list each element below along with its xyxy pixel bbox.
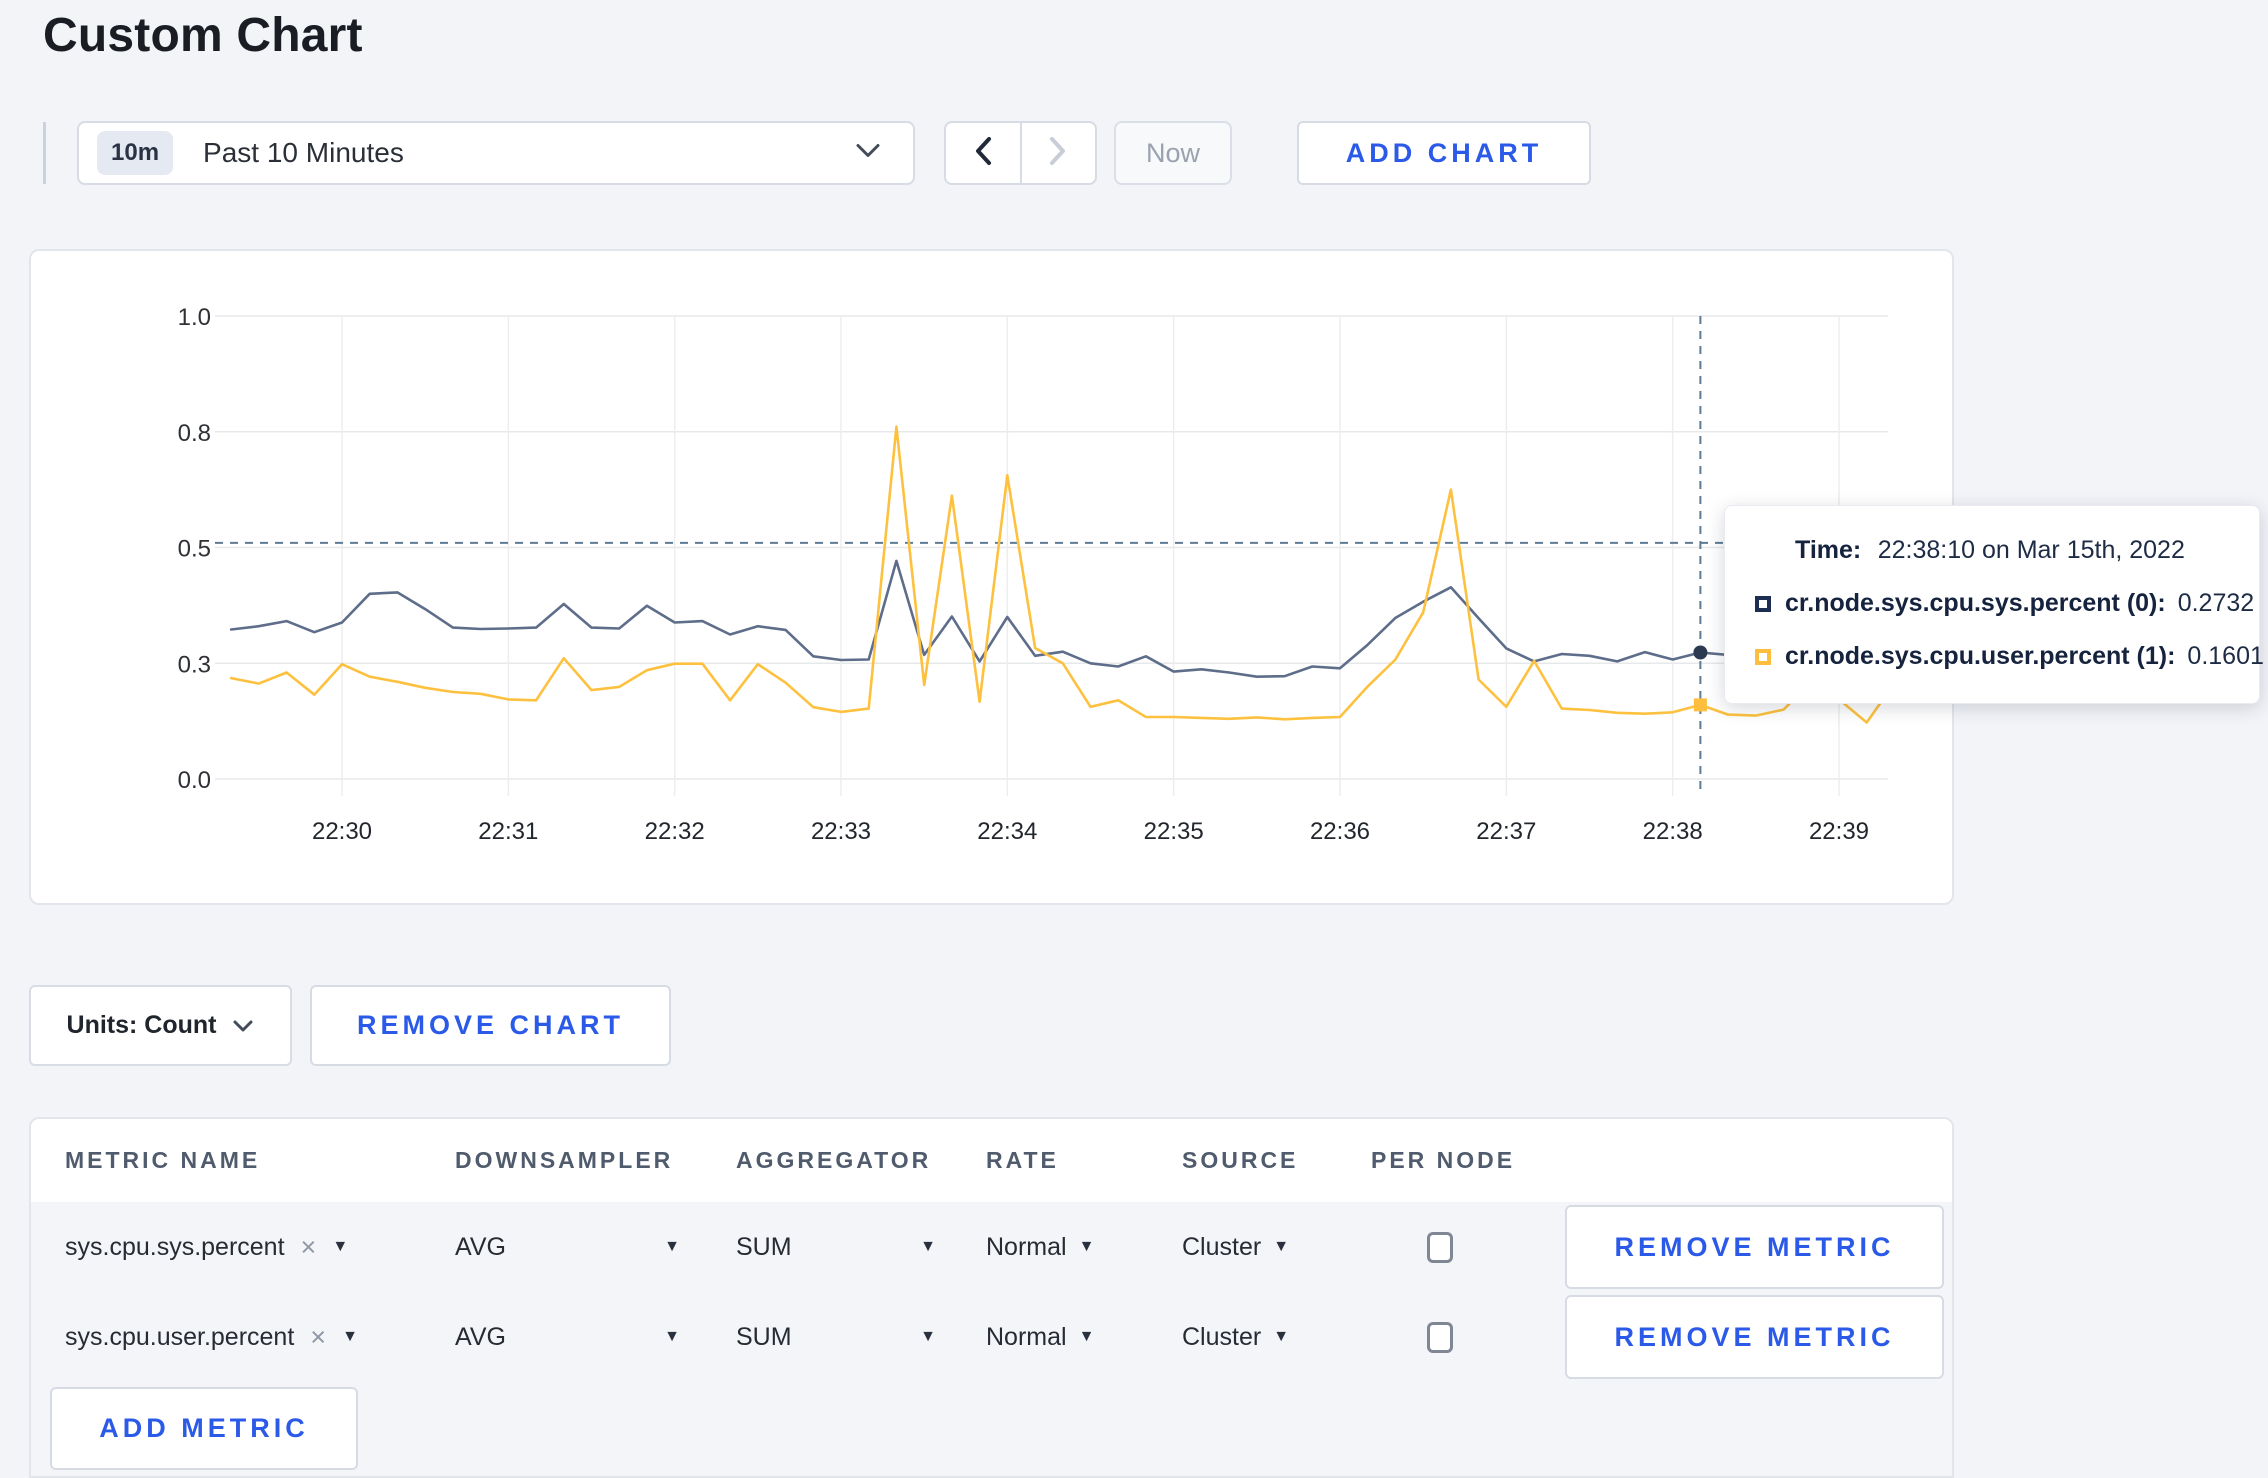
- tooltip-series-row: cr.node.sys.cpu.user.percent (1): 0.1601: [1755, 642, 2264, 671]
- time-range-label: Past 10 Minutes: [203, 137, 404, 168]
- x-tick-label: 22:32: [645, 818, 705, 845]
- tooltip-series-row: cr.node.sys.cpu.sys.percent (0): 0.2732: [1755, 589, 2254, 618]
- sys-series-swatch-icon: [1755, 595, 1771, 612]
- page-title: Custom Chart: [43, 9, 363, 62]
- metric-row-sys: sys.cpu.sys.percent × ▼ AVG ▼ SUM ▼ Norm…: [31, 1202, 1952, 1292]
- caret-down-icon: ▼: [1078, 1328, 1095, 1345]
- caret-down-icon: ▼: [1078, 1238, 1095, 1255]
- remove-metric-button[interactable]: REMOVE METRIC: [1565, 1205, 1944, 1289]
- metrics-chart-svg[interactable]: 1.0 0.8 0.5 0.3 0.0 22:30 22:31 22:32 22:33 22:34…: [31, 251, 1952, 903]
- chevron-down-icon: [232, 1019, 254, 1033]
- header-downsampler: DOWNSAMPLER: [455, 1147, 674, 1173]
- close-icon[interactable]: ×: [310, 1321, 327, 1352]
- y-tick-label: 0.3: [178, 651, 211, 678]
- downsampler-select[interactable]: AVG ▼: [455, 1233, 680, 1262]
- header-rate: RATE: [986, 1147, 1059, 1173]
- tooltip-user-value: 0.1601: [2187, 642, 2264, 670]
- tooltip-time-label: Time:: [1795, 536, 1862, 564]
- caret-down-icon: ▼: [664, 1238, 680, 1255]
- per-node-checkbox[interactable]: [1427, 1321, 1453, 1353]
- units-label: Units: Count: [66, 1011, 217, 1039]
- rate-value: Normal: [986, 1322, 1067, 1351]
- series-line-0: [229, 559, 1896, 679]
- y-tick-label: 0.5: [178, 536, 211, 563]
- rate-select[interactable]: Normal ▼: [986, 1233, 1182, 1262]
- x-tick-label: 22:30: [312, 818, 372, 845]
- caret-down-icon: ▼: [664, 1328, 680, 1345]
- downsampler-value: AVG: [455, 1322, 506, 1351]
- tooltip-time-row: Time: 22:38:10 on Mar 15th, 2022: [1795, 536, 2227, 565]
- add-chart-button[interactable]: ADD CHART: [1297, 121, 1591, 185]
- y-tick-label: 0.0: [178, 767, 211, 794]
- chevron-down-icon: [855, 143, 881, 164]
- header-metric-name: METRIC NAME: [65, 1147, 261, 1173]
- user-series-swatch-icon: [1755, 648, 1771, 665]
- rate-select[interactable]: Normal ▼: [986, 1323, 1182, 1352]
- chart-card: 1.0 0.8 0.5 0.3 0.0 22:30 22:31 22:32 22:33 22:34…: [29, 249, 1954, 905]
- remove-chart-button[interactable]: REMOVE CHART: [310, 985, 671, 1066]
- chart-hover-tooltip: Time: 22:38:10 on Mar 15th, 2022 cr.node…: [1724, 505, 2264, 704]
- tooltip-user-label: cr.node.sys.cpu.user.percent (1):: [1785, 642, 2176, 670]
- chevron-left-icon: [973, 136, 993, 171]
- x-tick-label: 22:35: [1144, 818, 1204, 845]
- aggregator-select[interactable]: SUM ▼: [736, 1233, 936, 1262]
- add-metric-button[interactable]: ADD METRIC: [50, 1387, 358, 1470]
- downsampler-value: AVG: [455, 1232, 506, 1261]
- next-time-button[interactable]: [1022, 123, 1096, 183]
- tooltip-time-value: 22:38:10 on Mar 15th, 2022: [1877, 536, 2185, 564]
- downsampler-select[interactable]: AVG ▼: [455, 1323, 680, 1352]
- aggregator-value: SUM: [736, 1322, 792, 1351]
- caret-down-icon: ▼: [920, 1238, 936, 1255]
- crosshair-point: [1693, 645, 1708, 660]
- header-aggregator: AGGREGATOR: [736, 1147, 932, 1173]
- header-per-node: PER NODE: [1371, 1147, 1516, 1173]
- metrics-table-header: METRIC NAME DOWNSAMPLER AGGREGATOR RATE …: [31, 1119, 1952, 1202]
- y-tick-label: 0.8: [178, 420, 211, 447]
- metric-name: sys.cpu.user.percent: [65, 1322, 295, 1351]
- x-tick-label: 22:31: [478, 818, 538, 845]
- x-tick-label: 22:38: [1643, 818, 1703, 845]
- metric-name: sys.cpu.sys.percent: [65, 1232, 285, 1261]
- aggregator-select[interactable]: SUM ▼: [736, 1323, 936, 1352]
- source-select[interactable]: Cluster ▼: [1182, 1323, 1371, 1352]
- source-value: Cluster: [1182, 1322, 1262, 1351]
- table-footer: ADD METRIC: [31, 1382, 1952, 1470]
- caret-down-icon: ▼: [1273, 1238, 1290, 1255]
- aggregator-value: SUM: [736, 1232, 792, 1261]
- caret-down-icon[interactable]: ▼: [342, 1328, 358, 1345]
- series-line-1: [229, 425, 1896, 724]
- remove-metric-button[interactable]: REMOVE METRIC: [1565, 1295, 1944, 1379]
- units-dropdown[interactable]: Units: Count: [29, 985, 292, 1066]
- caret-down-icon[interactable]: ▼: [332, 1238, 349, 1255]
- rate-value: Normal: [986, 1232, 1067, 1261]
- toolbar-divider: [43, 122, 46, 184]
- x-tick-label: 22:39: [1809, 818, 1869, 845]
- metric-row-user: sys.cpu.user.percent × ▼ AVG ▼ SUM ▼ Nor…: [31, 1292, 1952, 1382]
- x-tick-label: 22:37: [1476, 818, 1536, 845]
- caret-down-icon: ▼: [1273, 1328, 1290, 1345]
- now-button[interactable]: Now: [1114, 121, 1232, 185]
- metrics-table: METRIC NAME DOWNSAMPLER AGGREGATOR RATE …: [29, 1117, 1954, 1478]
- close-icon[interactable]: ×: [300, 1231, 317, 1262]
- x-tick-label: 22:34: [977, 818, 1037, 845]
- caret-down-icon: ▼: [920, 1328, 936, 1345]
- header-source: SOURCE: [1182, 1147, 1299, 1173]
- x-tick-label: 22:36: [1310, 818, 1370, 845]
- time-range-dropdown[interactable]: 10m Past 10 Minutes: [77, 121, 915, 185]
- x-tick-label: 22:33: [811, 818, 871, 845]
- prev-time-button[interactable]: [946, 123, 1022, 183]
- time-nav-group: [944, 121, 1097, 185]
- source-select[interactable]: Cluster ▼: [1182, 1233, 1371, 1262]
- time-range-badge: 10m: [97, 131, 174, 175]
- tooltip-sys-value: 0.2732: [2177, 589, 2255, 617]
- per-node-checkbox[interactable]: [1427, 1231, 1453, 1263]
- y-tick-label: 1.0: [178, 304, 211, 331]
- chevron-right-icon: [1048, 136, 1068, 171]
- source-value: Cluster: [1182, 1232, 1262, 1261]
- tooltip-sys-label: cr.node.sys.cpu.sys.percent (0):: [1785, 589, 2166, 617]
- crosshair-point: [1693, 698, 1707, 712]
